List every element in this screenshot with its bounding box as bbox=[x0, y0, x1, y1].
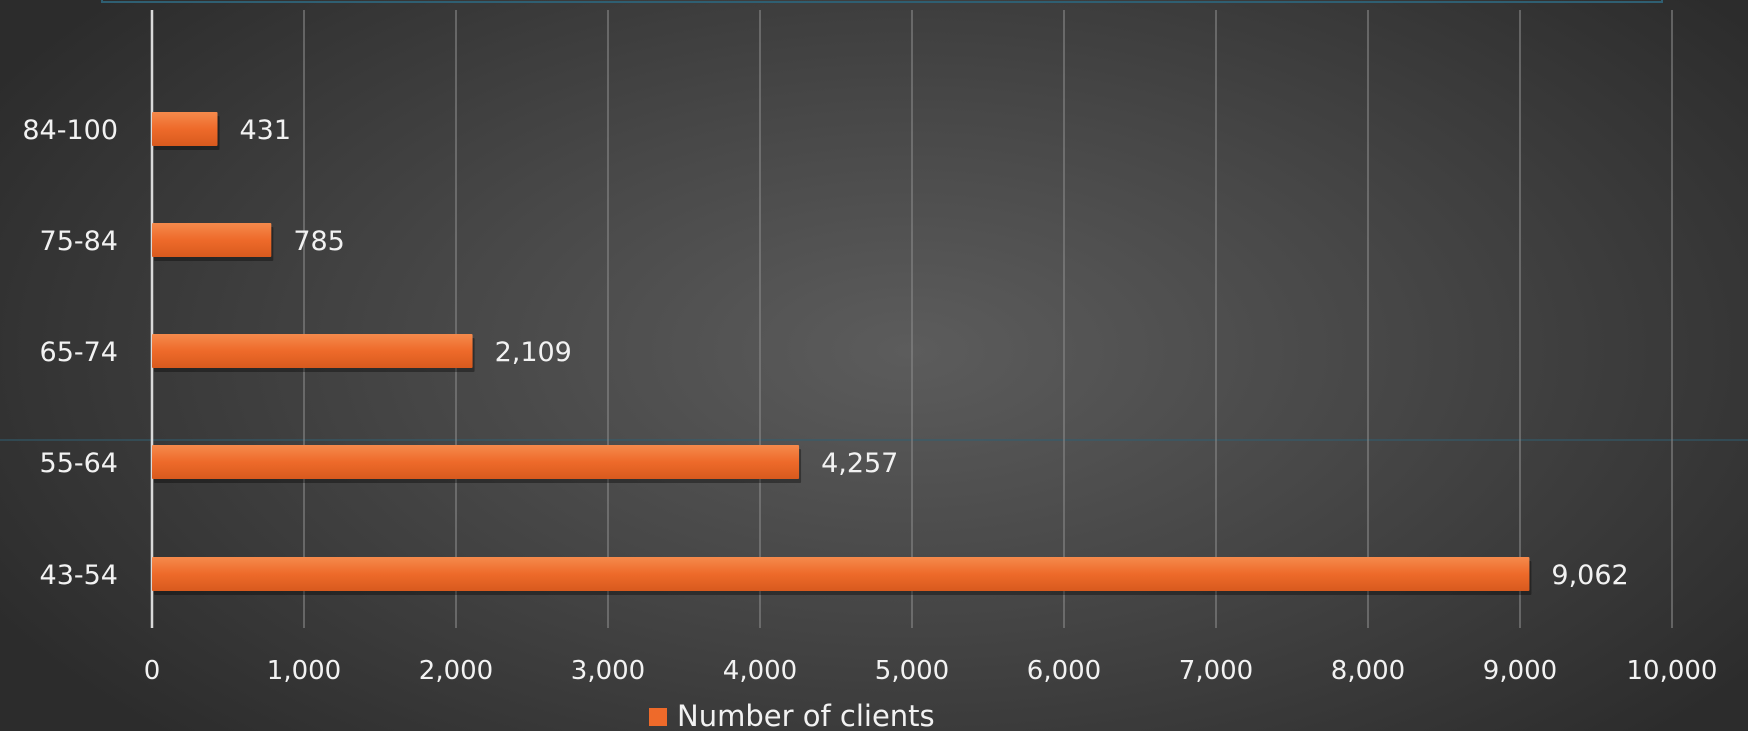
x-tick-label: 0 bbox=[144, 656, 161, 686]
labels: 0 1,000 2,000 3,000 4,000 5,000 6,000 7,000 8,00… bbox=[22, 115, 1717, 686]
bar bbox=[152, 223, 272, 257]
x-tick-label: 7,000 bbox=[1179, 656, 1253, 686]
top-panel-border bbox=[101, 0, 1663, 3]
x-tick-label: 6,000 bbox=[1027, 656, 1101, 686]
bars bbox=[152, 112, 1532, 595]
x-tick-label: 1,000 bbox=[267, 656, 341, 686]
legend-label: Number of clients bbox=[677, 699, 935, 731]
category-label: 75-84 bbox=[40, 226, 118, 257]
x-tick-label: 5,000 bbox=[875, 656, 949, 686]
data-label: 4,257 bbox=[821, 448, 898, 479]
category-label: 43-54 bbox=[40, 560, 118, 591]
data-label: 785 bbox=[293, 226, 345, 257]
category-label: 65-74 bbox=[40, 337, 118, 368]
x-tick-label: 10,000 bbox=[1627, 656, 1718, 686]
bar bbox=[152, 557, 1530, 591]
x-tick-label: 9,000 bbox=[1483, 656, 1557, 686]
bar bbox=[152, 445, 800, 479]
x-tick-label: 2,000 bbox=[419, 656, 493, 686]
x-tick-label: 4,000 bbox=[723, 656, 797, 686]
category-label: 84-100 bbox=[22, 115, 118, 146]
bar bbox=[152, 334, 473, 368]
bar bbox=[152, 112, 218, 146]
x-tick-label: 3,000 bbox=[571, 656, 645, 686]
legend-swatch bbox=[649, 708, 667, 726]
legend: Number of clients bbox=[649, 699, 935, 731]
category-label: 55-64 bbox=[40, 448, 118, 479]
data-label: 2,109 bbox=[495, 337, 572, 368]
x-tick-label: 8,000 bbox=[1331, 656, 1405, 686]
gridlines bbox=[303, 10, 1673, 628]
data-label: 431 bbox=[240, 115, 292, 146]
data-label: 9,062 bbox=[1551, 560, 1628, 591]
